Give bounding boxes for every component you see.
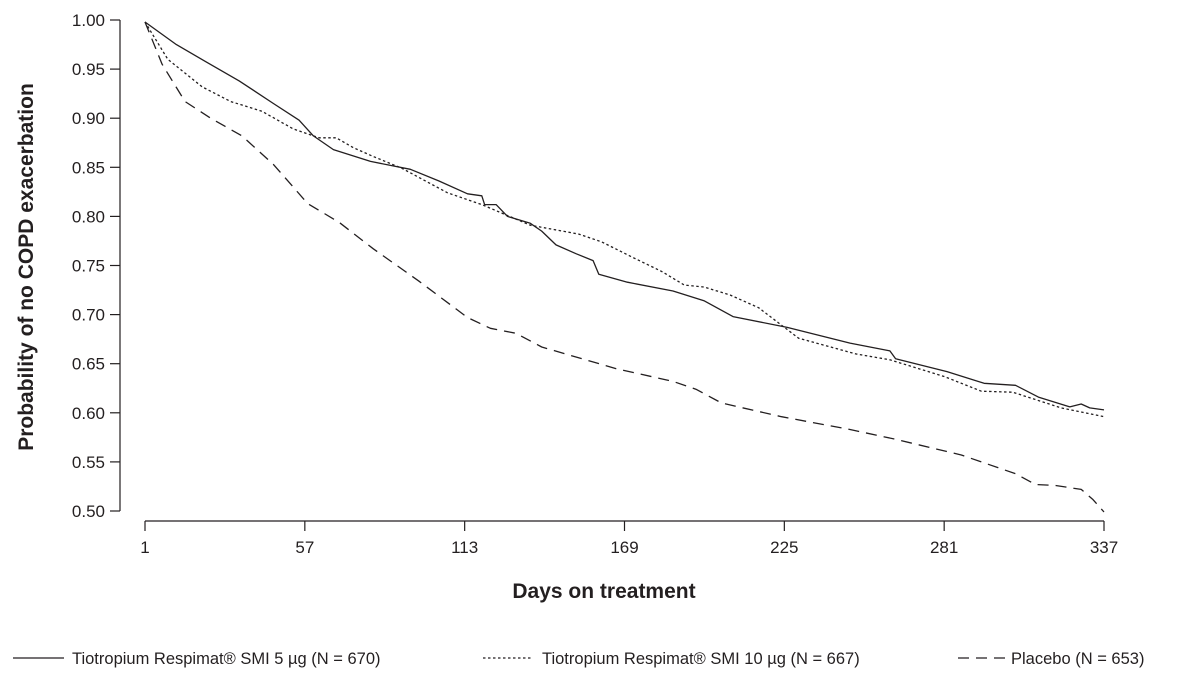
x-tick-label: 169 xyxy=(610,538,638,557)
legend-label-5ug: Tiotropium Respimat® SMI 5 µg (N = 670) xyxy=(72,650,381,668)
y-tick-label: 0.50 xyxy=(72,502,105,521)
legend-label-10ug: Tiotropium Respimat® SMI 10 µg (N = 667) xyxy=(542,650,860,668)
y-tick-label: 0.65 xyxy=(72,355,105,374)
y-tick-label: 1.00 xyxy=(72,11,105,30)
series-line-solid xyxy=(144,21,1105,411)
x-tick-label: 1 xyxy=(140,538,149,557)
x-axis: 1 57 113 169 225 281 337 xyxy=(140,520,1118,557)
y-tick-label: 0.90 xyxy=(72,109,105,128)
y-tick-label: 0.95 xyxy=(72,60,105,79)
legend-label-placebo: Placebo (N = 653) xyxy=(1011,650,1144,668)
series-line-dotted xyxy=(144,21,1105,418)
x-tick-label: 225 xyxy=(770,538,798,557)
x-tick-label: 281 xyxy=(930,538,958,557)
x-tick-label: 57 xyxy=(295,538,314,557)
y-tick-label: 0.55 xyxy=(72,453,105,472)
y-tick-label: 0.80 xyxy=(72,207,105,226)
series-line-dashed xyxy=(144,21,1105,513)
plot-area xyxy=(144,21,1105,513)
y-axis-title: Probability of no COPD exacerbation xyxy=(15,83,38,451)
y-axis: 0.50 0.55 0.60 0.65 0.70 0.75 0.80 0.85 0.90 0.95… xyxy=(72,11,121,521)
x-tick-label: 113 xyxy=(451,538,478,557)
x-axis-title: Days on treatment xyxy=(512,580,695,603)
y-tick-label: 0.85 xyxy=(72,158,105,177)
x-tick-label: 337 xyxy=(1090,538,1118,557)
legend: Tiotropium Respimat® SMI 5 µg (N = 670) … xyxy=(13,650,1144,668)
y-tick-label: 0.75 xyxy=(72,257,105,276)
y-tick-label: 0.70 xyxy=(72,306,105,325)
y-tick-label: 0.60 xyxy=(72,404,105,423)
